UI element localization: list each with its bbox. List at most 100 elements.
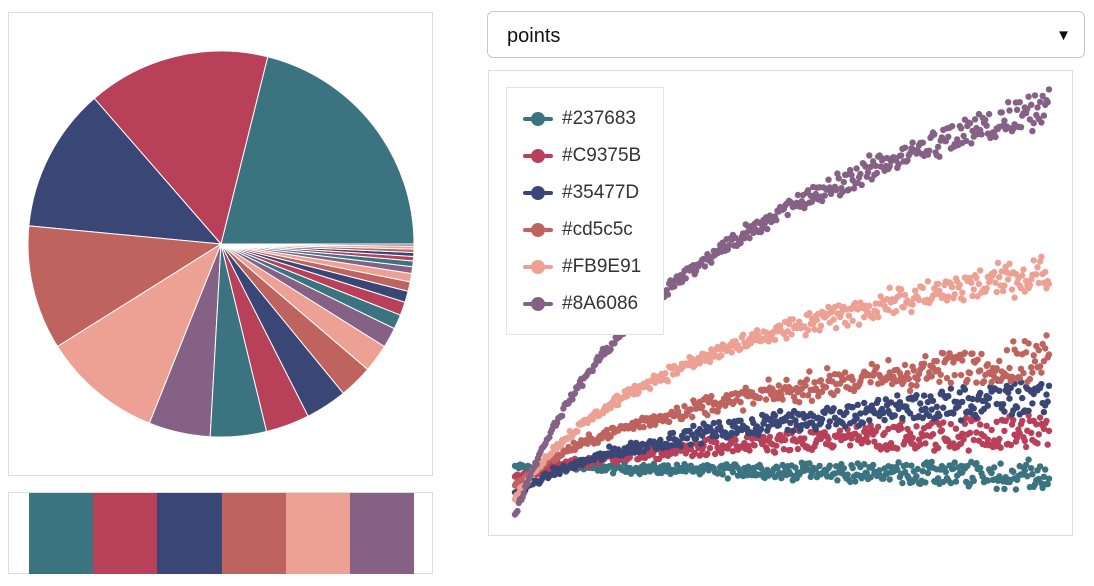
scatter-point <box>913 423 920 430</box>
palette-swatch[interactable] <box>221 493 286 574</box>
scatter-point <box>895 160 902 168</box>
scatter-point <box>1029 369 1036 376</box>
scatter-point <box>813 316 821 324</box>
scatter-point <box>1013 404 1021 411</box>
scatter-point <box>924 278 932 285</box>
plot-mode-dropdown[interactable]: points ▼ <box>487 11 1085 58</box>
palette-swatch[interactable] <box>157 493 222 574</box>
legend-item[interactable]: #8A6086 <box>521 292 638 316</box>
legend-item[interactable]: #35477D <box>521 181 639 205</box>
scatter-point <box>984 402 991 409</box>
scatter-point <box>833 324 840 332</box>
scatter-point <box>843 171 850 178</box>
palette-swatch[interactable] <box>285 493 350 574</box>
scatter-point <box>746 234 753 242</box>
scatter-point <box>1029 400 1036 407</box>
scatter-point <box>594 439 601 446</box>
palette-swatch[interactable] <box>349 493 415 574</box>
scatter-point <box>1031 358 1039 365</box>
scatter-point <box>905 375 912 383</box>
legend-marker-icon <box>521 144 557 168</box>
scatter-point <box>739 331 747 338</box>
scatter-point <box>815 393 822 400</box>
scatter-point <box>725 418 733 426</box>
scatter-point <box>824 365 831 372</box>
scatter-point <box>1044 480 1051 488</box>
scatter-point <box>919 284 926 292</box>
scatter-point <box>724 475 731 482</box>
scatter-point <box>830 391 837 399</box>
scatter-point <box>966 274 974 282</box>
legend-item[interactable]: #cd5c5c <box>521 218 633 242</box>
scatter-point <box>1020 266 1027 273</box>
scatter-point <box>812 426 819 433</box>
scatter-point <box>869 314 877 322</box>
pie-slice[interactable] <box>28 97 223 245</box>
scatter-point <box>838 309 845 317</box>
scatter-point <box>1025 340 1032 347</box>
scatter-point <box>933 357 940 365</box>
scatter-point <box>847 442 854 449</box>
scatter-point <box>864 438 872 446</box>
scatter-point <box>983 422 990 430</box>
palette-swatch[interactable] <box>29 493 94 574</box>
scatter-point <box>804 187 812 194</box>
scatter-point <box>966 120 974 127</box>
scatter-point <box>1006 395 1013 402</box>
legend-item[interactable]: #237683 <box>521 107 636 131</box>
scatter-point <box>704 450 711 457</box>
scatter-point <box>739 407 747 414</box>
scatter-point <box>885 306 892 314</box>
scatter-point <box>1040 473 1048 480</box>
pie-slice[interactable] <box>27 225 223 348</box>
scatter-point <box>784 426 791 433</box>
scatter-point <box>756 394 763 402</box>
scatter-point <box>978 131 985 138</box>
scatter-point <box>1034 264 1041 271</box>
scatter-point <box>849 404 856 411</box>
scatter-point <box>692 267 700 275</box>
scatter-point <box>955 403 962 410</box>
scatter-point <box>919 468 926 475</box>
scatter-point <box>1039 92 1046 100</box>
pie-slice[interactable] <box>93 50 269 246</box>
scatter-point <box>996 387 1003 394</box>
scatter-point <box>997 444 1004 451</box>
scatter-point <box>1006 107 1013 114</box>
pie-slice[interactable] <box>56 242 223 424</box>
scatter-point <box>850 185 858 192</box>
scatter-point <box>1025 407 1032 414</box>
scatter-point <box>896 291 904 299</box>
scatter-point <box>1035 347 1042 354</box>
pie-slice[interactable] <box>220 243 415 247</box>
scatter-point <box>928 406 935 413</box>
legend-item[interactable]: #FB9E91 <box>521 255 641 279</box>
scatter-point <box>631 382 638 389</box>
scatter-point <box>779 396 786 403</box>
scatter-point <box>947 479 955 487</box>
legend-marker-icon <box>521 107 557 131</box>
scatter-point <box>818 416 826 423</box>
scatter-point <box>737 417 744 424</box>
scatter-point <box>948 123 956 130</box>
scatter-point <box>970 436 977 444</box>
scatter-point <box>906 410 914 417</box>
scatter-point <box>765 376 772 383</box>
scatter-point <box>635 389 642 396</box>
legend-label: #cd5c5c <box>562 219 633 240</box>
scatter-point <box>881 429 888 437</box>
scatter-point <box>950 359 957 366</box>
scatter-point <box>1028 429 1035 436</box>
scatter-point <box>802 332 809 339</box>
scatter-point <box>965 447 972 454</box>
pie-slice[interactable] <box>220 56 415 245</box>
scatter-point <box>615 401 622 409</box>
scatter-point <box>806 368 813 375</box>
scatter-point <box>778 474 785 482</box>
scatter-point <box>852 299 859 307</box>
palette-swatch[interactable] <box>93 493 158 574</box>
legend-item[interactable]: #C9375B <box>521 144 641 168</box>
scatter-point <box>933 403 940 410</box>
scatter-point <box>850 387 858 395</box>
scatter-point <box>973 460 980 467</box>
